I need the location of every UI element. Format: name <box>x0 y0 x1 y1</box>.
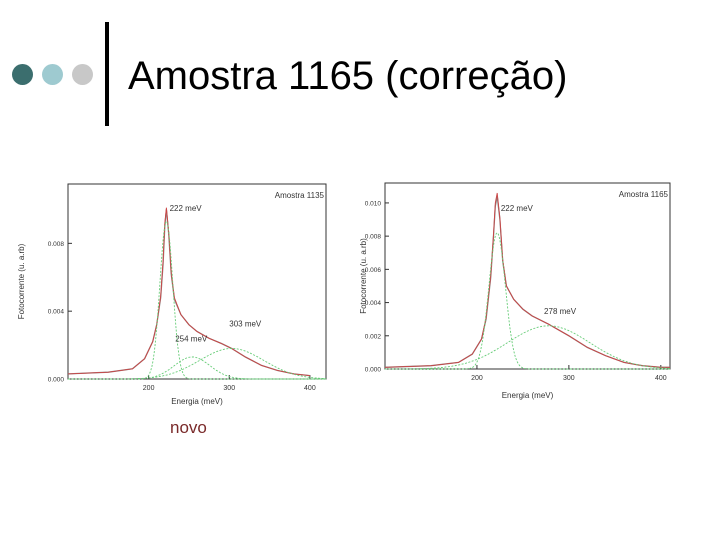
chart-right: 200 300 400 0.000 0.002 0.004 0.006 0.008 0.010 E… <box>359 182 671 400</box>
peak-annotation: 303 meV <box>229 319 262 328</box>
plot-frame <box>384 182 671 370</box>
chart-left: 200 300 400 0.000 0.004 0.008 Energia (meV) Fot… <box>17 183 327 406</box>
y-tick-label: 0.008 <box>48 241 65 248</box>
y-tick-label: 0.002 <box>365 333 382 340</box>
bullet-dot-2 <box>42 64 63 85</box>
series-component-line <box>68 348 327 380</box>
series-component-line <box>385 325 670 370</box>
x-axis-label: Energia (meV) <box>502 391 554 400</box>
x-tick-label: 400 <box>655 375 667 382</box>
slide-title: Amostra 1165 (correção) <box>128 54 568 98</box>
y-tick-label: 0.006 <box>365 267 382 274</box>
peak-annotation: 222 meV <box>501 204 534 213</box>
caption-text: novo <box>170 418 207 437</box>
peak-annotation: 222 meV <box>170 204 203 213</box>
y-tick-label: 0.008 <box>365 234 382 241</box>
chart-title: Amostra 1135 <box>275 191 325 200</box>
y-tick-label: 0.010 <box>365 200 382 207</box>
x-axis-label: Energia (meV) <box>171 397 223 406</box>
bullet-dot-3 <box>72 64 93 85</box>
y-tick-label: 0.004 <box>48 309 65 316</box>
x-tick-label: 400 <box>304 385 316 392</box>
x-tick-label: 300 <box>223 385 235 392</box>
x-tick-label: 200 <box>471 375 483 382</box>
y-axis-label: Fotocorrente (u. a.rb) <box>17 243 26 319</box>
plot-frame <box>67 183 327 380</box>
peak-annotation: 254 meV <box>175 335 208 344</box>
y-tick-label: 0.004 <box>365 300 382 307</box>
title-divider <box>105 22 109 126</box>
slide-bullet-dots <box>12 64 102 86</box>
y-tick-label: 0.000 <box>48 377 65 384</box>
peak-annotation: 278 meV <box>544 307 577 316</box>
x-tick-label: 200 <box>143 385 155 392</box>
series-fit-line <box>384 192 670 368</box>
y-axis-label: Fotocorrente (u. a.rb) <box>359 238 368 314</box>
y-tick-label: 0.000 <box>365 367 382 374</box>
bullet-dot-1 <box>12 64 33 85</box>
series-component-line <box>385 232 670 370</box>
chart-title: Amostra 1165 <box>619 190 669 199</box>
x-tick-label: 300 <box>563 375 575 382</box>
